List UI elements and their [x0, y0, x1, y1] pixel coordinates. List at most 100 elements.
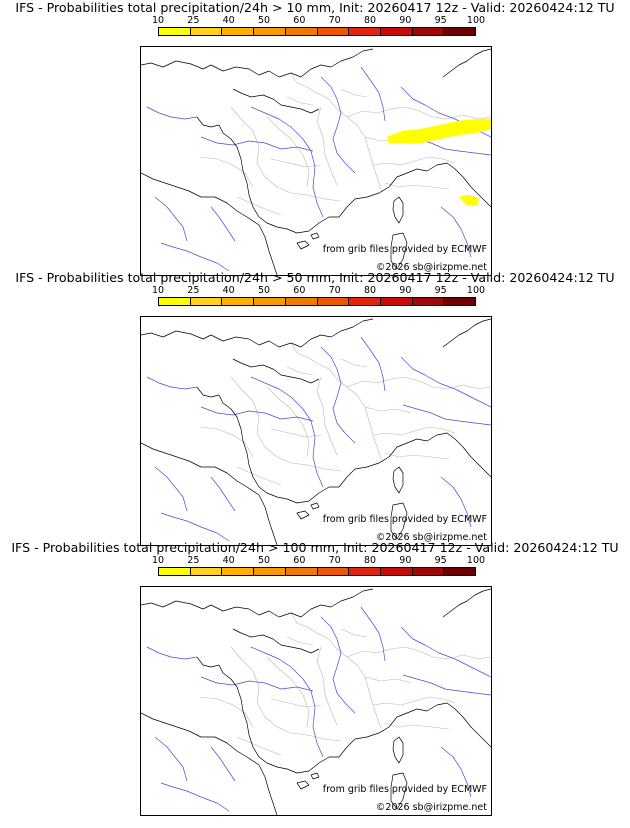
colorbar — [158, 567, 476, 576]
colorbar-swatch — [222, 568, 255, 575]
coastline — [141, 588, 491, 815]
colorbar-swatch — [222, 298, 255, 305]
colorbar-swatch — [380, 298, 413, 305]
colorbar-swatch — [254, 28, 286, 35]
colorbar-tick-label: 100 — [466, 15, 486, 26]
source-credit: from grib files provided by ECMWF — [322, 514, 487, 525]
panel-title: IFS - Probabilities total precipitation/… — [15, 0, 615, 15]
colorbar-swatch — [254, 568, 286, 575]
copyright-credit: ©2026 sb@irizpme.net — [375, 262, 487, 273]
balearic-islands — [296, 502, 320, 520]
colorbar-swatch — [380, 28, 413, 35]
copyright-credit: ©2026 sb@irizpme.net — [375, 532, 487, 543]
rivers — [146, 66, 491, 272]
colorbar-tick-label: 95 — [434, 285, 447, 296]
colorbar-swatch — [317, 298, 350, 305]
colorbar-swatch — [159, 28, 191, 35]
balearic-islands — [296, 232, 320, 250]
map-frame: from grib files provided by ECMWF ©2026 … — [140, 586, 492, 816]
colorbar-swatch — [285, 28, 318, 35]
colorbar-tick-label: 70 — [328, 555, 341, 566]
colorbar-tick-label: 10 — [151, 285, 165, 296]
balearic-islands — [296, 772, 320, 790]
sardinia-island — [390, 232, 408, 270]
sardinia-island — [390, 772, 408, 810]
colorbar-labels: 10 25 40 50 60 70 80 90 95 100 — [152, 15, 485, 26]
colorbar-tick-label: 100 — [466, 285, 486, 296]
colorbar-swatch — [285, 298, 318, 305]
colorbar-tick-label: 50 — [257, 285, 271, 296]
precip-area — [458, 194, 480, 206]
corsica-island — [392, 466, 404, 494]
precip-area — [386, 118, 491, 144]
colorbar-swatch — [349, 298, 381, 305]
colorbar-tick-label: 90 — [399, 285, 412, 296]
colorbar-swatch — [444, 568, 476, 575]
source-credit: from grib files provided by ECMWF — [322, 244, 487, 255]
colorbar-tick-label: 25 — [187, 285, 200, 296]
colorbar — [158, 297, 476, 306]
admin-boundaries — [200, 612, 491, 756]
map-frame: from grib files provided by ECMWF ©2026 … — [140, 316, 492, 546]
colorbar-tick-label: 80 — [363, 555, 377, 566]
copyright-credit: ©2026 sb@irizpme.net — [375, 802, 487, 813]
rivers — [146, 336, 491, 542]
colorbar-swatch — [412, 298, 445, 305]
map-canvas — [141, 588, 491, 815]
colorbar-tick-label: 60 — [293, 285, 306, 296]
colorbar-tick-label: 95 — [434, 15, 447, 26]
colorbar-swatch — [444, 28, 476, 35]
colorbar-tick-label: 90 — [399, 15, 412, 26]
colorbar-tick-label: 40 — [222, 555, 235, 566]
map-frame: from grib files provided by ECMWF ©2026 … — [140, 46, 492, 276]
map-panel-10mm: IFS - Probabilities total precipitation/… — [0, 0, 630, 276]
admin-boundaries — [200, 72, 491, 216]
colorbar-swatch — [190, 298, 223, 305]
colorbar-swatch — [380, 568, 413, 575]
colorbar-swatch — [349, 28, 381, 35]
colorbar-swatch — [159, 298, 191, 305]
colorbar-swatch — [412, 28, 445, 35]
colorbar — [158, 27, 476, 36]
colorbar-tick-label: 10 — [151, 555, 165, 566]
colorbar-labels: 10 25 40 50 60 70 80 90 95 100 — [152, 555, 485, 566]
colorbar-swatch — [254, 298, 286, 305]
colorbar-labels: 10 25 40 50 60 70 80 90 95 100 — [152, 285, 485, 296]
panel-title: IFS - Probabilities total precipitation/… — [15, 270, 615, 285]
colorbar-tick-label: 25 — [187, 555, 200, 566]
colorbar-swatch — [317, 568, 350, 575]
colorbar-tick-label: 50 — [257, 15, 271, 26]
colorbar-tick-label: 25 — [187, 15, 200, 26]
colorbar-tick-label: 50 — [257, 555, 271, 566]
colorbar-tick-label: 95 — [434, 555, 447, 566]
colorbar-swatch — [349, 568, 381, 575]
map-canvas — [141, 318, 491, 545]
coastline — [141, 48, 491, 275]
colorbar-tick-label: 70 — [328, 285, 341, 296]
colorbar-tick-label: 80 — [363, 285, 377, 296]
colorbar-tick-label: 60 — [293, 15, 306, 26]
corsica-island — [392, 196, 404, 224]
colorbar-tick-label: 40 — [222, 285, 235, 296]
source-credit: from grib files provided by ECMWF — [322, 784, 487, 795]
colorbar-tick-label: 70 — [328, 15, 341, 26]
colorbar-swatch — [190, 568, 223, 575]
sardinia-island — [390, 502, 408, 540]
colorbar-swatch — [317, 28, 350, 35]
colorbar-swatch — [444, 298, 476, 305]
rivers — [146, 606, 491, 812]
colorbar-tick-label: 40 — [222, 15, 235, 26]
panel-title: IFS - Probabilities total precipitation/… — [11, 540, 619, 555]
map-panel-50mm: IFS - Probabilities total precipitation/… — [0, 270, 630, 546]
coastline — [141, 318, 491, 545]
corsica-island — [392, 736, 404, 764]
colorbar-swatch — [285, 568, 318, 575]
colorbar-tick-label: 90 — [399, 555, 412, 566]
map-panel-100mm: IFS - Probabilities total precipitation/… — [0, 540, 630, 816]
colorbar-tick-label: 80 — [363, 15, 377, 26]
colorbar-tick-label: 60 — [293, 555, 306, 566]
map-canvas — [141, 48, 491, 275]
colorbar-tick-label: 100 — [466, 555, 486, 566]
colorbar-tick-label: 10 — [151, 15, 165, 26]
colorbar-swatch — [222, 28, 255, 35]
